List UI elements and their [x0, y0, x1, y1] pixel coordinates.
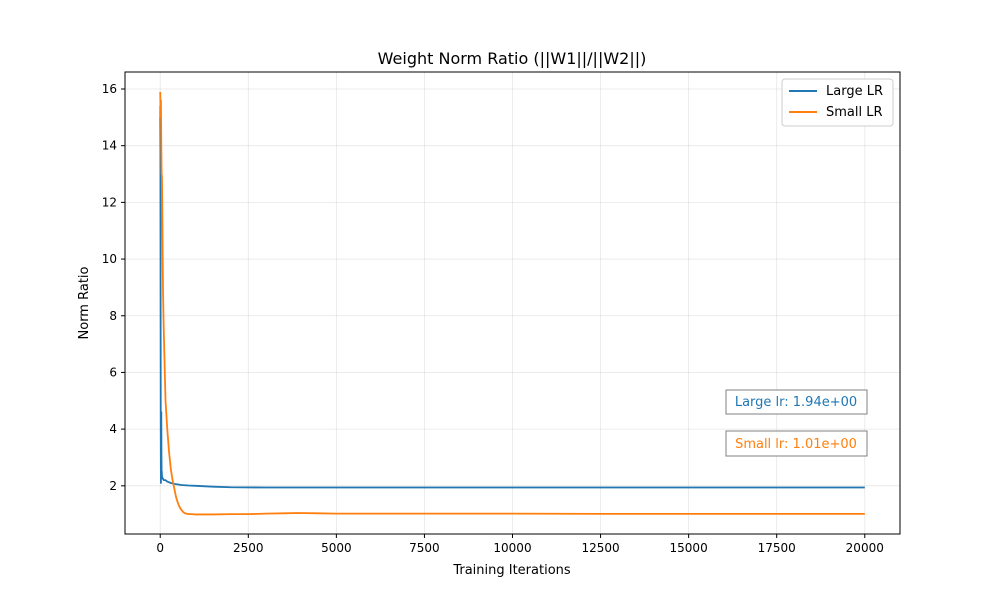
chart-title: Weight Norm Ratio (||W1||/||W2||): [378, 49, 647, 68]
x-tick-label: 0: [156, 541, 164, 555]
x-tick-label: 10000: [493, 541, 531, 555]
y-tick-label: 2: [109, 479, 117, 493]
legend-label-small-lr: Small LR: [826, 105, 883, 120]
series-line-large-lr: [159, 106, 865, 489]
annotation-large-lr-text: Large lr: 1.94e+00: [735, 395, 857, 410]
y-tick-label: 14: [102, 139, 117, 153]
grid: [125, 72, 900, 534]
annotation-large-lr: Large lr: 1.94e+00: [725, 389, 868, 415]
x-tick-label: 12500: [581, 541, 619, 555]
y-axis-label: Norm Ratio: [77, 266, 92, 339]
y-tick-label: 10: [102, 252, 117, 266]
annotation-small-lr-text: Small lr: 1.01e+00: [735, 437, 857, 452]
y-tick-label: 8: [109, 309, 117, 323]
annotation-large-lr-box: [725, 389, 868, 415]
x-tick-label: 20000: [846, 541, 884, 555]
annotation-small-lr-box: [725, 430, 868, 457]
series-layer: [159, 91, 865, 516]
plot-area: [125, 72, 900, 534]
x-tick-label: 7500: [409, 541, 440, 555]
y-tick-label: 4: [109, 422, 117, 436]
y-tick-label: 16: [102, 82, 117, 96]
legend: Large LR Small LR: [781, 78, 894, 127]
y-tick-label: 12: [102, 195, 117, 209]
y-axis: 2 4 6 8 10 12 14 16: [102, 82, 125, 493]
x-axis: 0 2500 5000 7500 10000 12500 15000 17500 20000: [156, 534, 884, 555]
legend-label-large-lr: Large LR: [826, 84, 883, 99]
x-tick-label: 5000: [321, 541, 352, 555]
x-tick-label: 2500: [233, 541, 264, 555]
x-tick-label: 17500: [758, 541, 796, 555]
y-tick-label: 6: [109, 365, 117, 379]
annotation-small-lr: Small lr: 1.01e+00: [725, 430, 868, 457]
x-tick-label: 15000: [670, 541, 708, 555]
series-line-small-lr: [159, 91, 865, 516]
x-axis-label: Training Iterations: [452, 563, 571, 578]
